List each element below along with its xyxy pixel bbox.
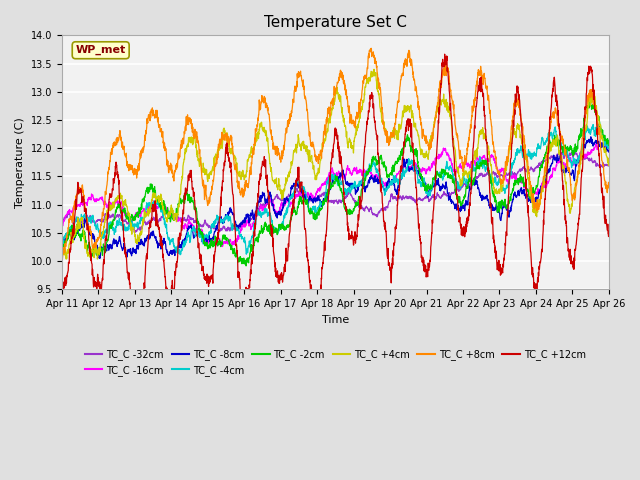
TC_C +4cm (364, 78, 371, 84)
TC_C +12cm (313, 326, 321, 332)
X-axis label: Time: Time (322, 315, 349, 324)
Legend: TC_C -32cm, TC_C -16cm, TC_C -8cm, TC_C -4cm, TC_C -2cm, TC_C +4cm, TC_C +8cm, T: TC_C -32cm, TC_C -16cm, TC_C -8cm, TC_C … (81, 345, 589, 380)
TC_C -4cm (495, 178, 502, 184)
TC_C -4cm (58, 238, 66, 243)
TC_C -4cm (211, 221, 218, 227)
TC_C +12cm (441, 51, 449, 57)
Line: TC_C +8cm: TC_C +8cm (62, 48, 609, 263)
TC_C -16cm (495, 170, 502, 176)
TC_C -16cm (605, 144, 612, 150)
TC_C +4cm (370, 66, 378, 72)
TC_C +8cm (572, 186, 580, 192)
TC_C +4cm (495, 188, 502, 194)
TC_C -16cm (557, 155, 564, 160)
TC_C +8cm (58, 260, 66, 265)
TC_C -4cm (177, 252, 184, 258)
TC_C +12cm (495, 261, 502, 267)
TC_C +12cm (211, 254, 218, 260)
TC_C -2cm (605, 143, 612, 148)
Line: TC_C -32cm: TC_C -32cm (62, 152, 609, 232)
TC_C +4cm (557, 155, 564, 161)
TC_C -32cm (572, 149, 579, 155)
TC_C -32cm (495, 174, 502, 180)
TC_C -16cm (598, 140, 606, 146)
TC_C -16cm (351, 168, 359, 174)
TC_C +8cm (211, 168, 218, 174)
TC_C -4cm (364, 168, 371, 173)
TC_C -4cm (594, 121, 602, 127)
TC_C +12cm (605, 228, 612, 234)
TC_C -2cm (364, 170, 371, 176)
TC_C -2cm (557, 143, 564, 149)
TC_C -8cm (587, 134, 595, 140)
TC_C +8cm (367, 46, 375, 51)
TC_C -32cm (131, 229, 138, 235)
TC_C +8cm (557, 132, 564, 137)
TC_C +4cm (58, 255, 66, 261)
TC_C -16cm (211, 240, 218, 246)
TC_C +4cm (605, 158, 612, 164)
TC_C -8cm (495, 210, 502, 216)
TC_C -4cm (605, 144, 612, 150)
Text: WP_met: WP_met (76, 45, 126, 55)
TC_C -8cm (96, 255, 104, 261)
TC_C -8cm (557, 159, 564, 165)
TC_C -32cm (364, 205, 371, 211)
TC_C +4cm (87, 258, 95, 264)
TC_C -8cm (364, 183, 371, 189)
TC_C +8cm (363, 69, 371, 74)
TC_C +8cm (351, 123, 359, 129)
TC_C -32cm (211, 226, 218, 231)
TC_C -16cm (572, 160, 580, 166)
TC_C -2cm (58, 243, 66, 249)
TC_C -2cm (242, 263, 250, 269)
TC_C +4cm (351, 132, 359, 138)
TC_C -8cm (58, 235, 66, 241)
TC_C +12cm (572, 242, 580, 248)
Line: TC_C -4cm: TC_C -4cm (62, 124, 609, 255)
TC_C +12cm (351, 231, 359, 237)
Line: TC_C -8cm: TC_C -8cm (62, 137, 609, 258)
TC_C +12cm (557, 156, 564, 162)
TC_C -2cm (572, 149, 580, 155)
TC_C -16cm (58, 227, 66, 233)
Line: TC_C +12cm: TC_C +12cm (62, 54, 609, 329)
TC_C -32cm (572, 151, 580, 157)
TC_C +4cm (211, 160, 218, 166)
TC_C -8cm (351, 187, 359, 192)
TC_C +12cm (58, 287, 66, 292)
TC_C -16cm (218, 244, 226, 250)
TC_C +8cm (605, 185, 612, 191)
Line: TC_C +4cm: TC_C +4cm (62, 69, 609, 261)
TC_C -32cm (351, 200, 359, 206)
Line: TC_C -2cm: TC_C -2cm (62, 100, 609, 266)
Y-axis label: Temperature (C): Temperature (C) (15, 117, 25, 208)
TC_C -4cm (351, 180, 359, 186)
TC_C -16cm (364, 170, 371, 176)
TC_C -32cm (557, 152, 564, 157)
TC_C -4cm (572, 161, 580, 167)
TC_C +8cm (495, 168, 502, 174)
TC_C -32cm (605, 163, 612, 168)
Line: TC_C -16cm: TC_C -16cm (62, 143, 609, 247)
TC_C -4cm (557, 144, 564, 149)
TC_C -2cm (211, 242, 218, 248)
TC_C -2cm (586, 97, 594, 103)
TC_C -8cm (605, 149, 612, 155)
TC_C -2cm (351, 204, 359, 210)
TC_C -32cm (58, 220, 66, 226)
TC_C -2cm (495, 199, 502, 205)
TC_C +4cm (572, 183, 580, 189)
TC_C -8cm (572, 162, 580, 168)
TC_C -8cm (211, 229, 218, 235)
TC_C +12cm (364, 121, 371, 127)
Title: Temperature Set C: Temperature Set C (264, 15, 407, 30)
